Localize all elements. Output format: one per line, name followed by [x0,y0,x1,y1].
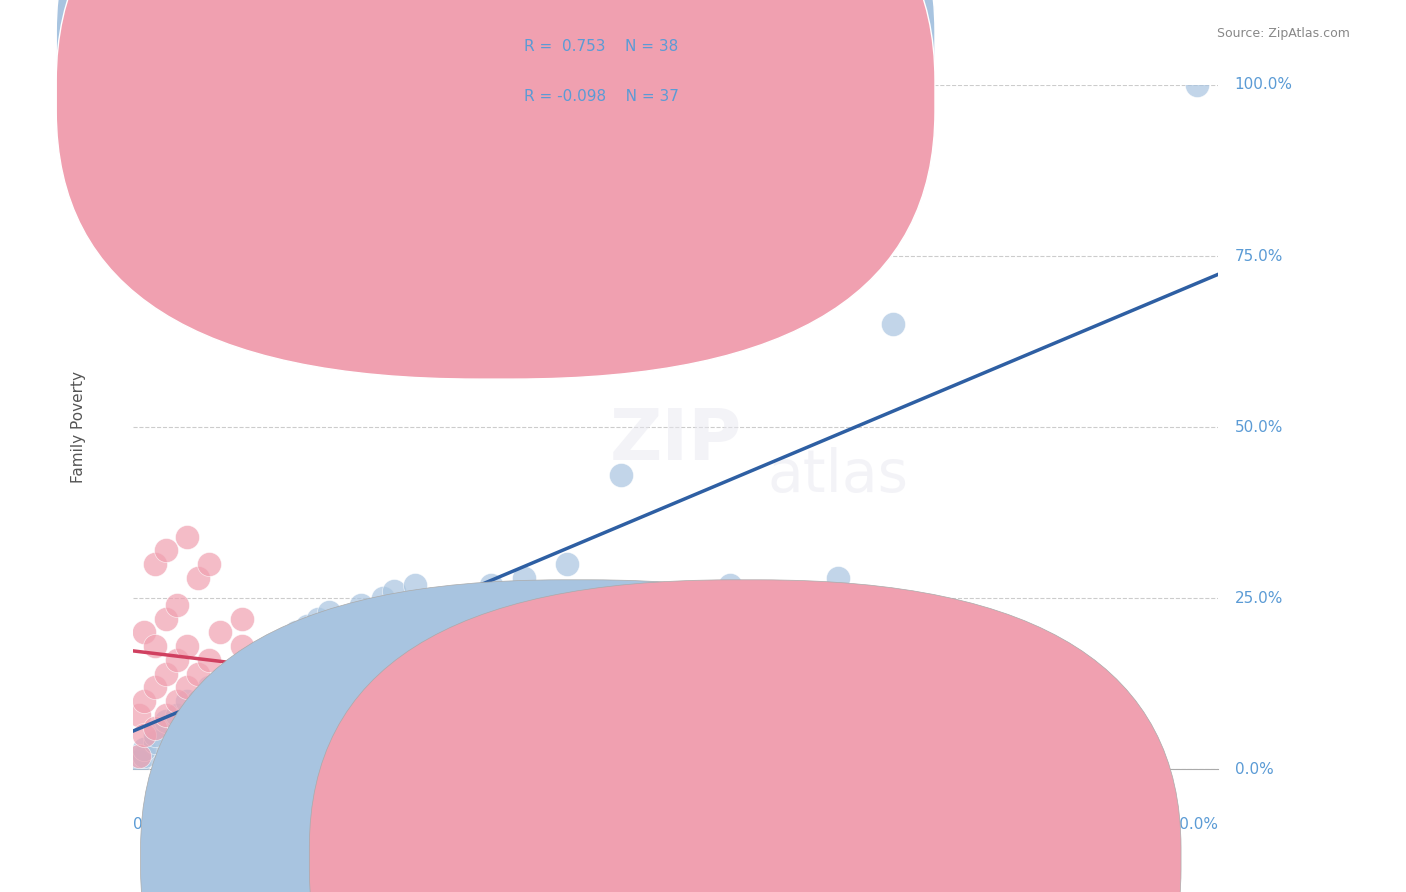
South American Indians [285,666,308,681]
Iroquois [295,618,318,632]
South American Indians [132,728,155,742]
Text: atlas: atlas [768,447,910,504]
South American Indians [155,666,177,681]
South American Indians [426,694,449,708]
South American Indians [219,666,242,681]
Text: ZIP: ZIP [610,407,742,475]
Iroquois [371,591,394,606]
Iroquois [718,577,741,591]
South American Indians [307,680,329,694]
South American Indians [155,543,177,558]
South American Indians [166,653,188,667]
South American Indians [479,707,502,722]
Iroquois [274,639,297,653]
Iroquois [610,468,633,483]
Text: 0.0%: 0.0% [1234,762,1274,777]
Iroquois [155,714,177,729]
South American Indians [143,721,166,735]
Iroquois [665,659,688,673]
Iroquois [143,728,166,742]
South American Indians [155,707,177,722]
South American Indians [128,707,150,722]
Text: 25.0%: 25.0% [1234,591,1282,606]
Iroquois [318,605,340,619]
South American Indians [176,530,198,544]
South American Indians [155,612,177,626]
Iroquois [350,598,373,612]
South American Indians [143,557,166,571]
South American Indians [143,639,166,653]
Iroquois [339,612,361,626]
Iroquois [479,577,502,591]
Iroquois [143,735,166,749]
Text: Iroquois: Iroquois [595,852,655,866]
Iroquois [132,748,155,763]
Text: Family Poverty: Family Poverty [72,371,87,483]
South American Indians [187,571,209,585]
Iroquois [252,646,274,660]
South American Indians [187,666,209,681]
South American Indians [208,625,231,640]
South American Indians [252,680,274,694]
Iroquois [882,318,904,332]
Iroquois [132,741,155,756]
Iroquois [285,625,308,640]
South American Indians [176,639,198,653]
Iroquois [242,653,264,667]
Iroquois [382,584,405,599]
South American Indians [208,680,231,694]
South American Indians [339,694,361,708]
South American Indians [231,639,253,653]
Iroquois [176,694,198,708]
South American Indians [166,598,188,612]
South American Indians [274,659,297,673]
South American Indians [242,653,264,667]
Text: 75.0%: 75.0% [1234,249,1282,263]
Iroquois [166,707,188,722]
South American Indians [132,625,155,640]
Text: South American Indians: South American Indians [763,852,946,866]
Iroquois [187,694,209,708]
Text: R = -0.098    N = 37: R = -0.098 N = 37 [524,89,679,103]
Iroquois [1185,78,1208,92]
Text: IROQUOIS VS SOUTH AMERICAN INDIAN FAMILY POVERTY CORRELATION CHART: IROQUOIS VS SOUTH AMERICAN INDIAN FAMILY… [56,27,828,45]
Iroquois [198,680,221,694]
Text: 100.0%: 100.0% [1234,78,1292,93]
South American Indians [143,680,166,694]
South American Indians [198,653,221,667]
Iroquois [555,557,578,571]
Text: 0.0%: 0.0% [134,817,172,832]
Text: Source: ZipAtlas.com: Source: ZipAtlas.com [1216,27,1350,40]
Text: 100.0%: 100.0% [1160,817,1218,832]
Iroquois [773,612,796,626]
Iroquois [447,591,470,606]
Iroquois [219,666,242,681]
South American Indians [176,680,198,694]
Iroquois [426,598,449,612]
Iroquois [827,571,849,585]
South American Indians [231,612,253,626]
South American Indians [166,694,188,708]
South American Indians [198,557,221,571]
South American Indians [128,748,150,763]
Iroquois [513,571,536,585]
Iroquois [176,707,198,722]
South American Indians [132,694,155,708]
Iroquois [404,577,426,591]
Iroquois [208,673,231,688]
Iroquois [231,659,253,673]
Text: R =  0.753    N = 38: R = 0.753 N = 38 [524,39,679,54]
Iroquois [307,612,329,626]
Text: 50.0%: 50.0% [1234,419,1282,434]
Iroquois [128,756,150,770]
South American Indians [382,680,405,694]
